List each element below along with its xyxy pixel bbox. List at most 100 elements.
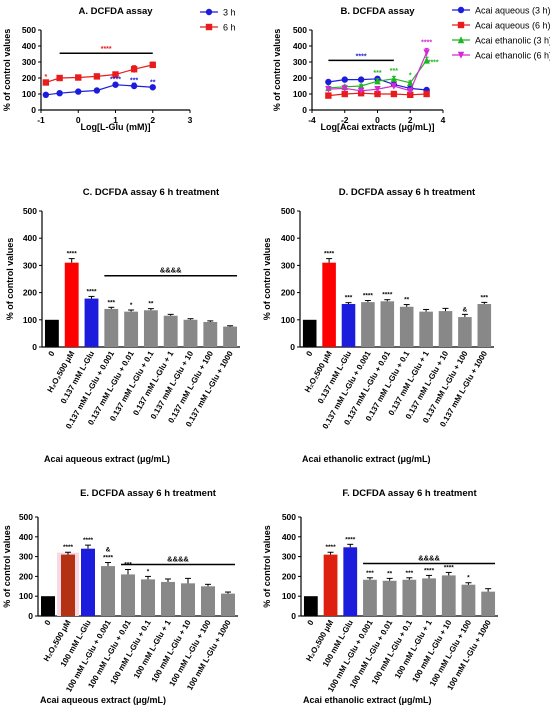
bar-significance-label: **** xyxy=(424,567,435,574)
bar xyxy=(481,591,496,616)
series-3 xyxy=(325,47,430,95)
bar xyxy=(422,578,436,616)
y-axis-label: % of control values xyxy=(262,525,272,608)
data-point xyxy=(357,76,365,83)
y-tick-label: 200 xyxy=(22,73,36,83)
data-point xyxy=(205,23,213,31)
bar xyxy=(201,586,215,616)
bar xyxy=(121,574,135,616)
significance-label: &&&& xyxy=(167,555,189,564)
y-tick-label: 200 xyxy=(281,288,295,298)
data-point xyxy=(42,91,50,99)
data-point xyxy=(93,87,101,94)
bar xyxy=(64,262,79,347)
bar-significance-label: *** xyxy=(366,570,374,577)
x-tick-label: -4 xyxy=(308,115,316,125)
data-point xyxy=(423,90,430,98)
x-axis-label: Acai aqueous extract (μg/mL) xyxy=(40,695,166,705)
significance-star: *** xyxy=(130,77,138,84)
data-point xyxy=(205,8,213,16)
bar xyxy=(458,317,472,347)
bar xyxy=(81,548,95,616)
data-point xyxy=(407,79,414,86)
panel-title: A. DCFDA assay xyxy=(78,6,153,17)
data-point xyxy=(56,90,63,97)
legend: Acai aqueous (3 h) Acai aqueous (6 h) Acai… xyxy=(452,6,550,61)
significance-label: **** xyxy=(101,46,112,53)
significance-label: &&&& xyxy=(418,554,440,563)
y-tick-label: 100 xyxy=(282,591,296,601)
data-point xyxy=(423,56,430,64)
y-tick-label: 100 xyxy=(23,315,37,325)
legend-label: Acai aqueous (3 h) xyxy=(475,6,550,16)
data-point xyxy=(457,36,465,44)
data-point xyxy=(423,49,430,57)
bar-significance-label: *** xyxy=(345,295,353,302)
data-point xyxy=(407,91,414,98)
y-axis-label: % of control values xyxy=(272,29,282,112)
y-tick-label: 200 xyxy=(19,571,33,581)
significance-star: *** xyxy=(373,70,381,77)
x-tick-label: 0 xyxy=(304,349,314,358)
bar-significance-label: * xyxy=(147,568,150,575)
bar-significance-label: **** xyxy=(444,564,455,571)
y-tick-label: 300 xyxy=(282,552,296,562)
x-tick-label: 2 xyxy=(150,115,155,125)
bar xyxy=(84,298,99,347)
data-point xyxy=(341,90,348,98)
data-point xyxy=(56,74,63,82)
bar-significance-label: **** xyxy=(325,544,336,551)
y-tick-label: 500 xyxy=(22,25,36,35)
bar xyxy=(343,547,358,616)
y-tick-label: 200 xyxy=(282,571,296,581)
y-tick-label: 100 xyxy=(293,89,307,99)
bar xyxy=(181,583,195,616)
data-point xyxy=(149,61,156,69)
significance-star: **** xyxy=(110,77,121,84)
x-tick-label: 0 xyxy=(375,115,380,125)
bar xyxy=(322,262,336,347)
y-tick-label: 200 xyxy=(293,73,307,83)
y-tick-label: 200 xyxy=(23,288,37,298)
bar xyxy=(399,306,414,347)
bar xyxy=(402,579,417,616)
panel-title: E. DCFDA assay 6 h treatment xyxy=(80,488,217,499)
data-point xyxy=(341,85,348,93)
y-tick-label: 400 xyxy=(293,41,307,51)
y-tick-label: 500 xyxy=(281,206,295,216)
x-axis-label: Acai aqueous extract (μg/mL) xyxy=(44,454,170,464)
bar xyxy=(477,304,492,347)
bar xyxy=(161,581,175,616)
data-point xyxy=(357,82,365,90)
panel-title: B. DCFDA assay xyxy=(340,6,415,17)
x-axis-label: Log[Acai extracts (μg/mL)] xyxy=(320,122,434,132)
data-point xyxy=(112,71,119,78)
x-tick-label: 0 xyxy=(306,618,316,627)
panel-title: F. DCFDA assay 6 h treatment xyxy=(342,488,477,499)
bar xyxy=(341,304,356,347)
bar xyxy=(104,308,119,347)
y-tick-label: 0 xyxy=(302,105,307,115)
y-axis-label: % of control values xyxy=(2,525,12,608)
panel-title: D. DCFDA assay 6 h treatment xyxy=(339,187,476,198)
significance-star: * xyxy=(409,73,412,80)
y-tick-label: 400 xyxy=(23,233,37,243)
data-point xyxy=(112,81,119,88)
bar-significance-label: * xyxy=(467,575,470,582)
x-tick-label: 0 xyxy=(47,349,57,358)
x-tick-label: 3 xyxy=(188,115,193,125)
data-point xyxy=(357,87,365,95)
panel-title: C. DCFDA assay 6 h treatment xyxy=(83,187,220,198)
bar xyxy=(323,554,338,616)
bar xyxy=(438,311,453,347)
bar xyxy=(203,321,218,347)
significance-star: **** xyxy=(421,39,432,46)
bar xyxy=(163,315,178,347)
y-tick-label: 100 xyxy=(281,315,295,325)
y-tick-label: 400 xyxy=(19,532,33,542)
bar-significance-label: **** xyxy=(83,537,94,544)
x-tick-label: -2 xyxy=(341,115,349,125)
